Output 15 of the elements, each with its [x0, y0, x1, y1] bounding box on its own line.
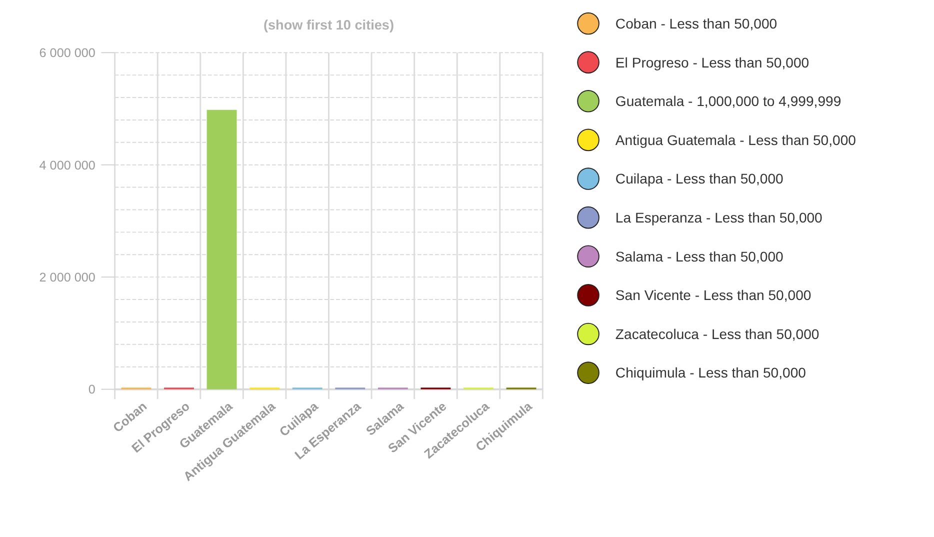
chart-title: (show first 10 cities)	[263, 17, 394, 32]
legend-label: Zacatecoluca - Less than 50,000	[615, 326, 820, 342]
legend-label: La Esperanza - Less than 50,000	[615, 209, 823, 226]
y-tick-label: 2 000 000	[39, 270, 96, 284]
legend-label: Cuilapa - Less than 50,000	[615, 170, 784, 187]
legend-label: Guatemala - 1,000,000 to 4,999,999	[615, 93, 842, 110]
y-tick-label: 6 000 000	[39, 46, 96, 60]
legend-label: Coban - Less than 50,000	[615, 15, 778, 32]
legend-label: Salama - Less than 50,000	[615, 248, 784, 264]
legend-label: Chiquimula - Less than 50,000	[615, 364, 806, 381]
legend-label: El Progreso - Less than 50,000	[615, 54, 810, 70]
y-tick-label: 0	[88, 382, 96, 397]
legend-label: San Vicente - Less than 50,000	[615, 287, 812, 304]
legend-label: Antigua Guatemala - Less than 50,000	[615, 132, 856, 148]
y-tick-label: 4 000 000	[39, 158, 96, 172]
